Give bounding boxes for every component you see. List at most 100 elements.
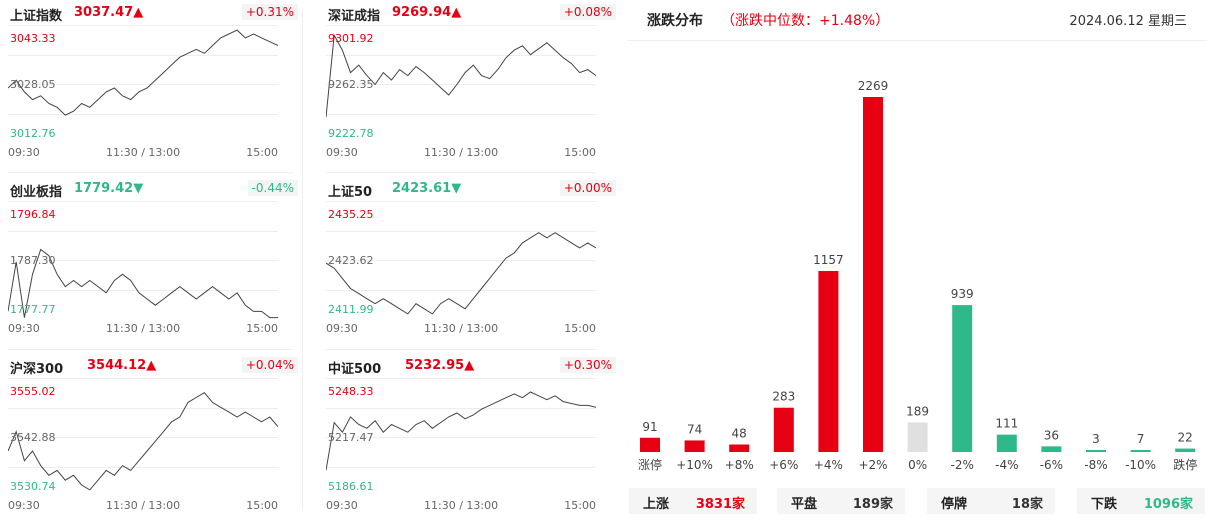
distribution-bar — [640, 437, 660, 452]
index-intraday-chart — [8, 378, 278, 491]
time-mid-label: 11:30 / 13:00 — [106, 322, 181, 335]
bar-value-label: 2269 — [858, 79, 889, 93]
price-line — [326, 33, 596, 118]
category-label: 0% — [908, 458, 927, 472]
index-change-badge: +0.04% — [241, 357, 298, 373]
bar-value-label: 7 — [1137, 432, 1145, 446]
time-mid-label: 11:30 / 13:00 — [424, 499, 499, 512]
distribution-panel: 涨跌分布 （涨跌中位数：+1.48%） 2024.06.12 星期三 91 涨停 7… — [627, 0, 1207, 517]
category-label: +4% — [814, 458, 843, 472]
index-panel[interactable]: 上证50 2423.61▼ +0.00% 2435.25 2423.62 2411.99 0… — [326, 176, 616, 346]
y-min-label: 3012.76 — [10, 127, 56, 140]
category-label: +6% — [769, 458, 798, 472]
distribution-bar — [818, 270, 839, 452]
time-open-label: 09:30 — [8, 322, 40, 335]
summary-key: 停牌 — [941, 497, 968, 512]
y-mid-label: 3542.88 — [10, 431, 56, 444]
category-label: +8% — [725, 458, 754, 472]
divider — [8, 172, 293, 173]
bar-value-label: 3 — [1092, 432, 1100, 446]
summary-tile: 平盘 189家 — [777, 488, 905, 514]
index-price: 2423.61▼ — [392, 181, 462, 196]
category-label: -4% — [995, 458, 1018, 472]
y-max-label: 3043.33 — [10, 32, 56, 45]
time-open-label: 09:30 — [326, 499, 358, 512]
summary-value: 18家 — [1011, 497, 1043, 512]
y-min-label: 9222.78 — [328, 127, 374, 140]
distribution-bar — [863, 97, 883, 452]
distribution-bar — [729, 444, 750, 452]
bar-value-label: 48 — [732, 426, 747, 440]
category-label: 涨停 — [638, 457, 662, 472]
time-close-label: 15:00 — [246, 499, 278, 512]
price-line — [8, 392, 278, 491]
divider — [326, 349, 596, 350]
index-panel[interactable]: 深证成指 9269.94▲ +0.08% 9301.92 9262.35 9222.78 0… — [326, 0, 616, 170]
index-panel[interactable]: 沪深300 3544.12▲ +0.04% 3555.02 3542.88 3530.74… — [8, 353, 298, 523]
bar-value-label: 189 — [906, 404, 929, 418]
bar-value-label: 22 — [1178, 431, 1193, 445]
price-line — [326, 391, 596, 471]
y-mid-label: 9262.35 — [328, 78, 374, 91]
index-change-badge: +0.30% — [559, 357, 616, 373]
index-panel[interactable]: 上证指数 3037.47▲ +0.31% 3043.33 3028.05 3012.76 0… — [8, 0, 298, 170]
index-panel[interactable]: 中证500 5232.95▲ +0.30% 5248.33 5217.47 5186.61… — [326, 353, 616, 523]
time-close-label: 15:00 — [564, 146, 596, 159]
y-max-label: 2435.25 — [328, 208, 374, 221]
index-name: 创业板指 — [10, 185, 63, 200]
distribution-bar — [684, 440, 705, 452]
index-price: 1779.42▼ — [74, 181, 144, 196]
bar-value-label: 91 — [642, 420, 657, 434]
divider — [627, 40, 1207, 41]
y-max-label: 5248.33 — [328, 385, 374, 398]
time-mid-label: 11:30 / 13:00 — [106, 499, 181, 512]
distribution-bar — [1175, 448, 1196, 452]
y-mid-label: 3028.05 — [10, 78, 56, 91]
summary-value: 189家 — [852, 497, 893, 512]
bar-value-label: 1157 — [813, 253, 844, 267]
distribution-bar — [773, 407, 794, 452]
summary-tile: 上涨 3831家 — [629, 488, 757, 514]
divider — [326, 172, 596, 173]
time-mid-label: 11:30 / 13:00 — [424, 146, 499, 159]
time-close-label: 15:00 — [246, 146, 278, 159]
index-name: 深证成指 — [328, 9, 381, 24]
y-mid-label: 5217.47 — [328, 431, 374, 444]
category-label: -8% — [1084, 458, 1107, 472]
time-open-label: 09:30 — [326, 322, 358, 335]
time-close-label: 15:00 — [246, 322, 278, 335]
index-panel[interactable]: 创业板指 1779.42▼ -0.44% 1796.84 1787.30 1777.77 0… — [8, 176, 298, 346]
y-min-label: 3530.74 — [10, 480, 56, 493]
summary-tile: 下跌 1096家 — [1077, 488, 1205, 514]
category-label: +2% — [858, 458, 887, 472]
bar-value-label: 111 — [995, 417, 1018, 431]
divider — [302, 10, 303, 510]
summary-key: 平盘 — [791, 497, 818, 512]
distribution-median: （涨跌中位数：+1.48%） — [721, 13, 890, 29]
index-name: 中证500 — [328, 362, 382, 377]
distribution-bar — [952, 305, 973, 452]
y-mid-label: 2423.62 — [328, 254, 374, 267]
bar-value-label: 283 — [772, 390, 795, 404]
index-name: 沪深300 — [10, 362, 64, 377]
distribution-bar — [1041, 446, 1062, 452]
summary-key: 下跌 — [1091, 497, 1118, 512]
time-open-label: 09:30 — [8, 146, 40, 159]
index-price: 3544.12▲ — [87, 358, 157, 373]
y-min-label: 2411.99 — [328, 303, 374, 316]
y-mid-label: 1787.30 — [10, 254, 56, 267]
bar-value-label: 939 — [951, 287, 974, 301]
time-mid-label: 11:30 / 13:00 — [424, 322, 499, 335]
category-label: -10% — [1125, 458, 1156, 472]
time-mid-label: 11:30 / 13:00 — [106, 146, 181, 159]
time-open-label: 09:30 — [8, 499, 40, 512]
category-label: -2% — [951, 458, 974, 472]
y-max-label: 3555.02 — [10, 385, 56, 398]
index-intraday-chart — [326, 201, 596, 315]
distribution-bar — [1086, 450, 1106, 452]
distribution-bar-chart: 91 涨停 74 +10% 48 +8% 283 +6% 1157 +4% 2269 +2% 189 0%… — [638, 79, 1197, 472]
index-name: 上证50 — [328, 185, 373, 200]
index-intraday-chart — [326, 378, 596, 471]
y-min-label: 5186.61 — [328, 480, 374, 493]
distribution-bar — [996, 434, 1017, 452]
